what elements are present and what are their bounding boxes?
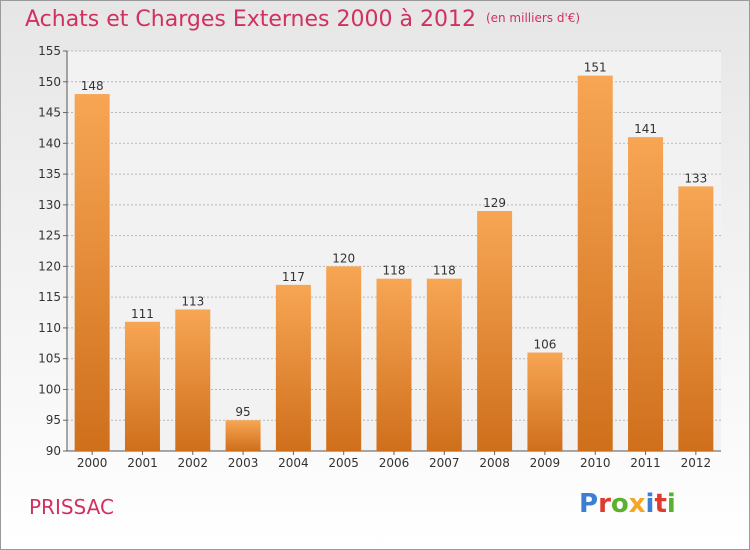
- data-label: 120: [332, 251, 355, 265]
- data-label: 133: [684, 171, 707, 185]
- bar: [628, 137, 664, 451]
- y-tick-label: 115: [38, 290, 61, 304]
- bar: [678, 186, 714, 451]
- x-tick-label: 2005: [328, 456, 359, 470]
- x-tick-label: 2007: [429, 456, 460, 470]
- data-label: 117: [282, 270, 305, 284]
- x-tick-label: 2001: [127, 456, 158, 470]
- logo-letter: o: [610, 489, 629, 519]
- y-tick-label: 140: [38, 136, 61, 150]
- chart-unit: (en milliers d'€): [485, 11, 581, 25]
- bar: [477, 211, 513, 451]
- bar: [376, 278, 412, 451]
- y-tick-label: 135: [38, 167, 61, 181]
- x-tick-label: 2011: [630, 456, 661, 470]
- data-label: 118: [433, 264, 456, 278]
- logo-letter: i: [666, 489, 676, 519]
- y-tick-label: 130: [38, 198, 61, 212]
- bar: [577, 75, 613, 451]
- y-tick-label: 90: [46, 444, 61, 458]
- x-tick-label: 2004: [278, 456, 309, 470]
- x-tick-label: 2000: [77, 456, 108, 470]
- y-tick-label: 120: [38, 259, 61, 273]
- y-tick-label: 150: [38, 75, 61, 89]
- bar: [124, 321, 160, 451]
- logo-letter: r: [598, 489, 611, 519]
- logo-letter: t: [654, 489, 667, 519]
- data-label: 129: [483, 196, 506, 210]
- data-label: 95: [235, 405, 250, 419]
- logo-letter: i: [645, 489, 655, 519]
- bar: [527, 352, 563, 451]
- bar: [426, 278, 462, 451]
- x-tick-label: 2002: [177, 456, 208, 470]
- data-label: 148: [81, 79, 104, 93]
- logo-letter: x: [628, 489, 646, 519]
- data-label: 113: [181, 294, 204, 308]
- x-tick-label: 2003: [228, 456, 259, 470]
- y-tick-label: 155: [38, 44, 61, 58]
- commune-name: PRISSAC: [29, 495, 114, 519]
- x-tick-label: 2008: [479, 456, 510, 470]
- y-tick-label: 145: [38, 106, 61, 120]
- x-tick-label: 2010: [580, 456, 611, 470]
- bar: [275, 284, 311, 451]
- bar: [326, 266, 362, 451]
- data-label: 118: [383, 264, 406, 278]
- data-label: 141: [634, 122, 657, 136]
- y-tick-label: 110: [38, 321, 61, 335]
- y-tick-label: 100: [38, 382, 61, 396]
- data-label: 151: [584, 61, 607, 75]
- data-label: 106: [533, 338, 556, 352]
- x-tick-label: 2009: [530, 456, 561, 470]
- data-label: 111: [131, 307, 154, 321]
- logo-letter: P: [579, 489, 599, 519]
- bar: [175, 309, 211, 451]
- x-tick-label: 2006: [379, 456, 410, 470]
- y-tick-label: 105: [38, 352, 61, 366]
- y-tick-label: 95: [46, 413, 61, 427]
- chart-title-text: Achats et Charges Externes 2000 à 2012: [25, 7, 476, 32]
- y-tick-label: 125: [38, 229, 61, 243]
- bar: [74, 94, 110, 452]
- chart-title: Achats et Charges Externes 2000 à 2012 (e…: [25, 7, 580, 32]
- x-tick-label: 2012: [681, 456, 712, 470]
- bar: [225, 420, 261, 451]
- proxiti-logo[interactable]: Proxiti: [579, 489, 676, 519]
